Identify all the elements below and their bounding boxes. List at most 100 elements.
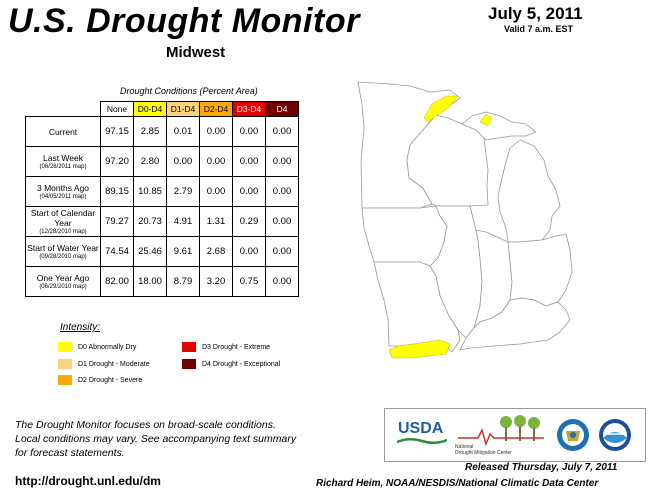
usda-swoosh-icon — [397, 438, 447, 444]
valid-time: Valid 7 a.m. EST — [504, 24, 574, 34]
legend-swatch-d1 — [58, 359, 72, 369]
legend-label-d0: D0 Abnormally Dry — [78, 343, 137, 351]
table-cell: 0.00 — [232, 236, 266, 267]
state-iowa — [361, 205, 448, 267]
legend-item-d4: D4 Drought - Exceptional — [182, 359, 280, 369]
ndmc-logo-text: National Drought Mitigation Center — [455, 444, 512, 456]
table-cell: 0.00 — [265, 146, 299, 177]
state-missouri — [373, 261, 461, 353]
row-label: 3 Months Ago (04/05/2011 map) — [25, 176, 101, 207]
table-cell: 0.00 — [199, 116, 233, 147]
noaa-logo-icon — [599, 419, 631, 451]
row-label-date: (09/28/2010 map) — [39, 253, 87, 260]
table-row: One Year Ago (06/29/2010 map) 82.00 18.00… — [25, 266, 299, 297]
table-cell: 2.80 — [133, 146, 167, 177]
midwest-map — [357, 81, 573, 359]
disclaimer-note: The Drought Monitor focuses on broad-sca… — [15, 418, 355, 460]
table-row: Start of Calendar Year (12/28/2010 map) 7… — [25, 206, 299, 237]
row-label: Current — [25, 116, 101, 147]
table-cell: 0.00 — [166, 146, 200, 177]
table-cell: 4.91 — [166, 206, 200, 237]
legend-label-d2: D2 Drought - Severe — [78, 376, 143, 384]
table-cell: 0.00 — [265, 116, 299, 147]
col-header-none: None — [100, 101, 134, 117]
state-ohio — [507, 233, 573, 307]
note-line: for forecast statements. — [15, 447, 125, 459]
table-cell: 0.00 — [265, 176, 299, 207]
table-header-row: None D0-D4 D1-D4 D2-D4 D3-D4 D4 — [26, 101, 299, 117]
col-header-d4: D4 — [265, 101, 299, 117]
col-header-d0-d4: D0-D4 — [133, 101, 167, 117]
ndmc-line: National — [455, 444, 474, 450]
state-michigan-up — [461, 111, 537, 141]
col-header-d2-d4: D2-D4 — [199, 101, 233, 117]
row-label-text: Start of Calendar Year — [30, 207, 96, 228]
ndmc-logo-icon — [458, 415, 544, 446]
row-label-text: Current — [48, 126, 78, 137]
table-cell: 9.61 — [166, 236, 200, 267]
table-corner — [26, 102, 101, 117]
d0-area-southern-missouri — [388, 339, 451, 359]
table-cell: 79.27 — [100, 206, 134, 237]
note-line: The Drought Monitor focuses on broad-sca… — [15, 419, 276, 431]
row-label-text: Start of Water Year — [27, 242, 99, 253]
map-date: July 5, 2011 — [488, 4, 583, 23]
table-cell: 0.00 — [199, 176, 233, 207]
table-cell: 82.00 — [100, 266, 134, 297]
commerce-seal-icon — [557, 419, 589, 451]
table-cell: 20.73 — [133, 206, 167, 237]
table-cell: 0.00 — [232, 146, 266, 177]
legend-swatch-d4 — [182, 359, 196, 369]
table-cell: 0.00 — [265, 266, 299, 297]
row-label-text: 3 Months Ago — [37, 182, 89, 193]
partner-logos — [384, 408, 646, 462]
table-cell: 3.20 — [199, 266, 233, 297]
table-cell: 0.00 — [265, 236, 299, 267]
legend-label-d4: D4 Drought - Exceptional — [202, 360, 281, 368]
row-label: Start of Water Year (09/28/2010 map) — [25, 236, 101, 267]
table-cell: 2.79 — [166, 176, 200, 207]
row-label-date: (06/28/2011 map) — [39, 163, 87, 170]
table-cell: 97.20 — [100, 146, 134, 177]
note-line: Local conditions may vary. See accompany… — [15, 433, 297, 445]
table-row: Current 97.15 2.85 0.01 0.00 0.00 0.00 — [25, 116, 299, 147]
drought-conditions-table: None D0-D4 D1-D4 D2-D4 D3-D4 D4 Current … — [25, 101, 299, 297]
legend-item-d0: D0 Abnormally Dry — [58, 342, 136, 352]
website-link[interactable]: http://drought.unl.edu/dm — [15, 474, 161, 488]
table-row: Last Week (06/28/2011 map) 97.20 2.80 0.0… — [25, 146, 299, 177]
state-michigan-lp — [497, 139, 561, 243]
row-label-date: (06/29/2010 map) — [39, 283, 87, 290]
row-label-date: (12/28/2010 map) — [39, 228, 87, 235]
table-cell: 0.01 — [166, 116, 200, 147]
table-cell: 2.68 — [199, 236, 233, 267]
legend-swatch-d3 — [182, 342, 196, 352]
region-name: Midwest — [166, 44, 226, 61]
d0-area-keweenaw — [479, 113, 493, 127]
state-kentucky — [459, 297, 571, 351]
table-cell: 1.31 — [199, 206, 233, 237]
table-caption: Drought Conditions (Percent Area) — [120, 86, 258, 96]
release-date: Released Thursday, July 7, 2011 — [465, 462, 618, 473]
legend-item-d2: D2 Drought - Severe — [58, 375, 142, 385]
legend-label-d1: D1 Drought - Moderate — [78, 360, 150, 368]
table-cell: 97.15 — [100, 116, 134, 147]
table-cell: 2.85 — [133, 116, 167, 147]
table-cell: 25.46 — [133, 236, 167, 267]
legend-item-d1: D1 Drought - Moderate — [58, 359, 150, 369]
table-cell: 0.00 — [232, 176, 266, 207]
table-cell: 0.75 — [232, 266, 266, 297]
table-cell: 0.29 — [232, 206, 266, 237]
col-header-d1-d4: D1-D4 — [166, 101, 200, 117]
table-cell: 89.15 — [100, 176, 134, 207]
legend-title: Intensity: — [60, 322, 101, 333]
table-cell: 0.00 — [265, 206, 299, 237]
author-credit: Richard Heim, NOAA/NESDIS/National Clima… — [316, 478, 599, 489]
table-cell: 0.00 — [232, 116, 266, 147]
legend-item-d3: D3 Drought - Extreme — [182, 342, 270, 352]
table-cell: 0.00 — [199, 146, 233, 177]
table-row: 3 Months Ago (04/05/2011 map) 89.15 10.85… — [25, 176, 299, 207]
row-label: Last Week (06/28/2011 map) — [25, 146, 101, 177]
usda-logo: USDA — [398, 420, 444, 437]
row-label-text: Last Week — [42, 152, 83, 163]
col-header-d3-d4: D3-D4 — [232, 101, 266, 117]
